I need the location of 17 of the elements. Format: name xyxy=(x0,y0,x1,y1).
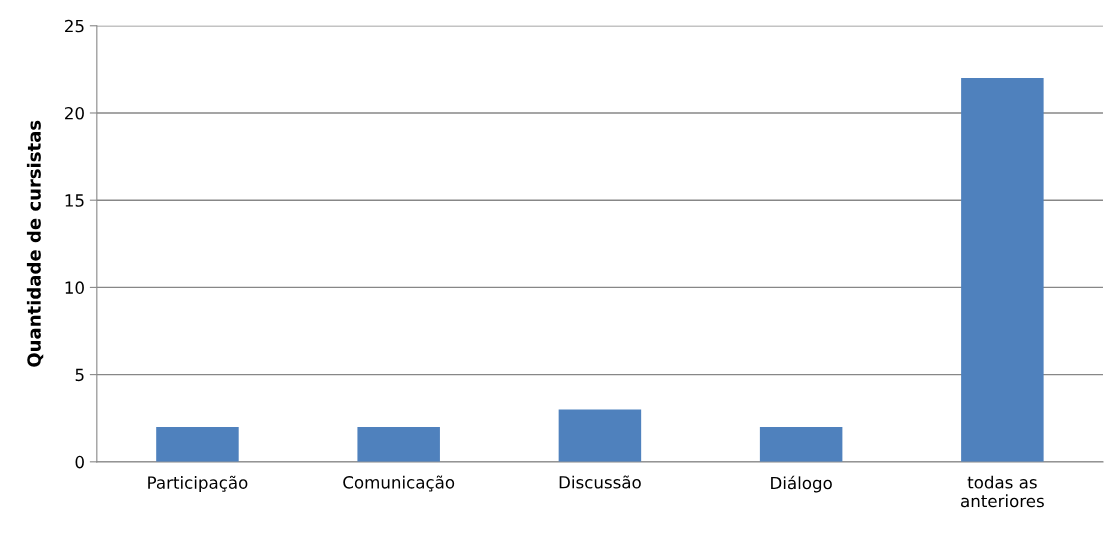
x-tick-label: Participação xyxy=(148,475,248,493)
y-tick-label: 15 xyxy=(65,194,84,207)
y-tick-label: 10 xyxy=(65,281,84,294)
y-tick-label: 25 xyxy=(65,19,84,33)
bar xyxy=(156,426,239,462)
bar xyxy=(558,409,642,462)
y-tick-label: 20 xyxy=(65,106,84,120)
y-tick-label: 5 xyxy=(75,368,84,382)
x-tick-label: Diálogo xyxy=(771,475,832,493)
y-tick-label: 0 xyxy=(75,455,84,469)
x-tick-label: todas as anteriores xyxy=(961,475,1044,508)
bar xyxy=(357,426,440,462)
x-tick-label: Comunicação xyxy=(343,475,455,492)
bar xyxy=(961,78,1044,462)
x-tick-label: Discussão xyxy=(559,475,641,489)
bar xyxy=(759,426,843,462)
y-axis-title: Quantidade de cursistas xyxy=(26,120,44,367)
